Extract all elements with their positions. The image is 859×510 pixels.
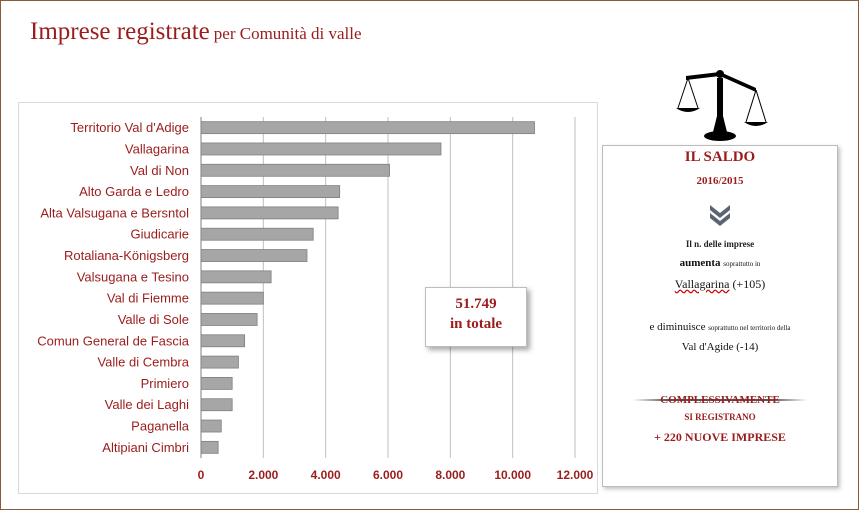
category-label: Valle dei Laghi — [105, 397, 189, 412]
bar — [200, 270, 272, 284]
total-label: in totale — [449, 316, 503, 332]
saldo-title: IL SALDO — [684, 149, 756, 165]
category-label: Alto Garda e Ledro — [79, 184, 189, 199]
bar — [200, 377, 233, 390]
total-callout: 51.749 in totale — [425, 287, 527, 347]
saldo-line2: aumenta soprattutto in — [679, 257, 761, 269]
saldo-panel: IL SALDO 2016/2015 Il n. delle imprese a… — [602, 145, 838, 487]
category-label: Paganella — [131, 419, 190, 434]
bar — [200, 419, 222, 433]
category-label: Valle di Cembra — [97, 355, 189, 370]
bar — [200, 398, 233, 412]
bar — [200, 291, 264, 305]
bar — [200, 185, 341, 198]
category-label: Primiero — [141, 376, 189, 391]
title-sub: per Comunità di valle — [213, 24, 362, 43]
divider — [633, 399, 807, 401]
x-tick-label: 2.000 — [248, 468, 278, 482]
saldo-period: 2016/2015 — [696, 175, 744, 187]
category-label: Vallagarina — [125, 141, 190, 156]
category-label: Territorio Val d'Adige — [70, 120, 189, 135]
x-tick-label: 12.000 — [557, 468, 594, 482]
category-label: Val di Fiemme — [107, 291, 189, 306]
saldo-line1: Il n. delle imprese — [685, 239, 755, 249]
balance-scale-icon — [676, 70, 768, 141]
bar — [200, 313, 258, 326]
x-tick-label: 0 — [198, 468, 205, 482]
saldo-line6: COMPLESSIVAMENTE — [660, 394, 780, 406]
category-label: Rotaliana-Königsberg — [64, 248, 189, 263]
saldo-line5: Val d'Agide (-14) — [681, 341, 759, 353]
saldo-line3: Vallagarina (+105) — [674, 277, 766, 291]
saldo-line8: + 220 NUOVE IMPRESE — [654, 430, 786, 444]
bar — [200, 121, 535, 135]
bar — [200, 163, 390, 177]
x-tick-label: 10.000 — [494, 468, 531, 482]
bar — [200, 227, 314, 241]
category-label: Comun General de Fascia — [37, 333, 190, 348]
bar — [200, 355, 239, 369]
bar — [200, 249, 308, 262]
double-chevron-down-icon — [710, 205, 730, 226]
category-label: Valle di Sole — [118, 312, 189, 327]
bar — [200, 206, 339, 220]
x-tick-label: 8.000 — [435, 468, 465, 482]
saldo-line7: SI REGISTRANO — [684, 412, 756, 422]
saldo-line4: e diminuisce soprattutto nel territorio … — [649, 321, 791, 333]
category-label: Alta Valsugana e Bersntol — [40, 205, 189, 220]
bar — [200, 440, 219, 454]
total-value: 51.749 — [455, 296, 497, 312]
category-label: Giudicarie — [130, 227, 189, 242]
category-label: Altipiani Cimbri — [102, 440, 189, 455]
bar — [200, 142, 442, 156]
x-tick-label: 4.000 — [311, 468, 341, 482]
category-label: Valsugana e Tesino — [77, 269, 189, 284]
page-title: Imprese registrate per Comunità di valle — [30, 18, 362, 46]
bar — [200, 334, 246, 348]
title-main: Imprese registrate — [30, 18, 210, 45]
x-tick-label: 6.000 — [373, 468, 403, 482]
category-label: Val di Non — [130, 163, 189, 178]
